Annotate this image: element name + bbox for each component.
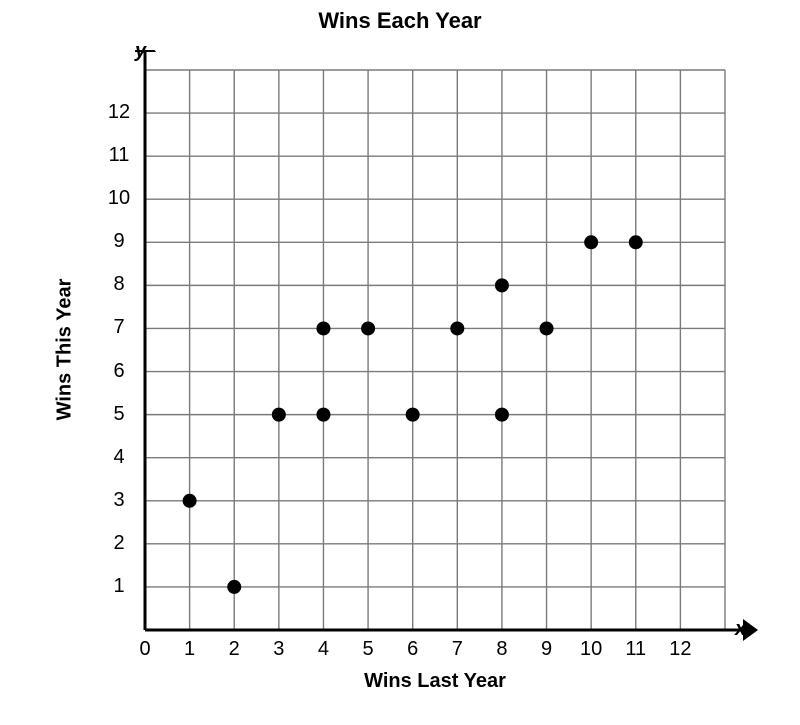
tick-label: 11 bbox=[618, 638, 654, 661]
tick-label: 4 bbox=[101, 446, 137, 469]
tick-label: 7 bbox=[101, 316, 137, 339]
tick-label: 1 bbox=[172, 638, 208, 661]
chart-title: Wins Each Year bbox=[0, 8, 800, 34]
tick-label: 10 bbox=[101, 187, 137, 210]
tick-label: 7 bbox=[439, 638, 475, 661]
chart-container: Wins Each Year y x Wins This Year Wins L… bbox=[0, 0, 800, 725]
tick-label: 12 bbox=[101, 101, 137, 124]
tick-label: 10 bbox=[573, 638, 609, 661]
tick-label: 3 bbox=[101, 489, 137, 512]
tick-label: 2 bbox=[101, 532, 137, 555]
tick-label: 3 bbox=[261, 638, 297, 661]
tick-label: 9 bbox=[529, 638, 565, 661]
tick-label: 5 bbox=[101, 403, 137, 426]
tick-label: 12 bbox=[662, 638, 698, 661]
y-axis-label: Wins This Year bbox=[54, 270, 77, 430]
tick-label: 11 bbox=[101, 144, 137, 167]
tick-label: 4 bbox=[305, 638, 341, 661]
tick-label: 6 bbox=[395, 638, 431, 661]
tick-label: 9 bbox=[101, 230, 137, 253]
tick-label: 8 bbox=[101, 273, 137, 296]
tick-label: 6 bbox=[101, 360, 137, 383]
tick-label: 8 bbox=[484, 638, 520, 661]
tick-label: 1 bbox=[101, 575, 137, 598]
tick-label: 5 bbox=[350, 638, 386, 661]
tick-label: 2 bbox=[216, 638, 252, 661]
scatter-plot bbox=[135, 50, 775, 650]
tick-label: 0 bbox=[127, 638, 163, 661]
x-axis-label: Wins Last Year bbox=[145, 670, 725, 693]
